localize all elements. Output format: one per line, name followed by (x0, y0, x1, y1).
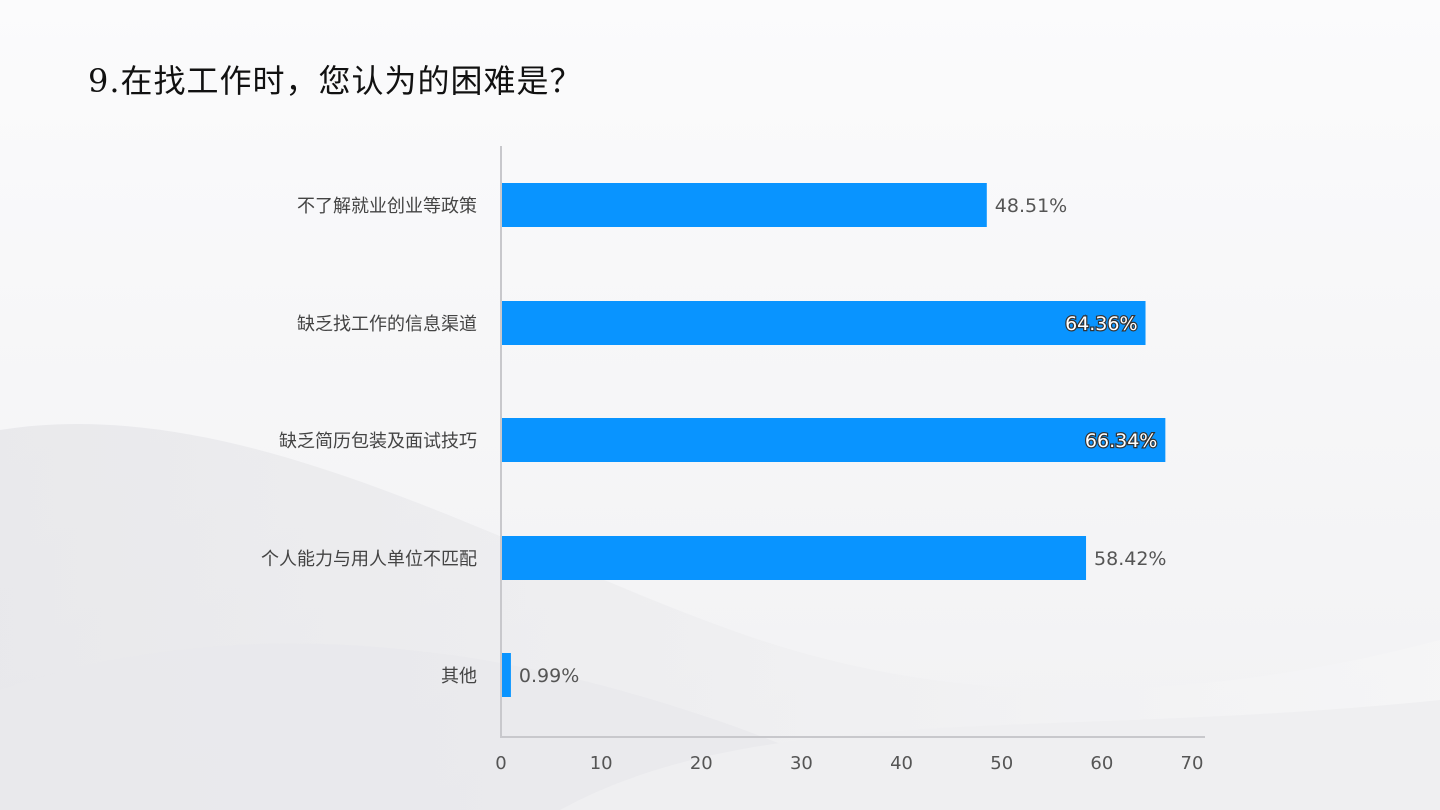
data-label: 48.51% (995, 195, 1067, 217)
data-label: 66.34% (1085, 430, 1157, 452)
x-tick-label: 60 (1090, 753, 1113, 774)
data-label: 64.36% (1065, 313, 1137, 335)
x-tick-label: 30 (790, 753, 813, 774)
category-label: 个人能力与用人单位不匹配 (261, 549, 477, 570)
bar (501, 418, 1166, 462)
x-tick-label: 10 (590, 753, 613, 774)
bar (501, 653, 511, 697)
category-label: 缺乏找工作的信息渠道 (297, 314, 477, 335)
data-label: 0.99% (519, 665, 579, 687)
bar (501, 301, 1146, 345)
bar (501, 183, 987, 227)
x-tick-label: 50 (990, 753, 1013, 774)
category-label: 不了解就业创业等政策 (297, 196, 477, 217)
x-tick-label: 20 (690, 753, 713, 774)
x-tick-label: 40 (890, 753, 913, 774)
x-tick-label: 70 (1181, 753, 1204, 774)
category-label: 缺乏简历包装及面试技巧 (279, 431, 477, 452)
x-tick-label: 0 (495, 753, 506, 774)
data-label: 58.42% (1094, 548, 1166, 570)
category-label: 其他 (441, 666, 477, 687)
page-title: 9.在找工作时，您认为的困难是？ (88, 62, 583, 100)
bar (501, 536, 1087, 580)
